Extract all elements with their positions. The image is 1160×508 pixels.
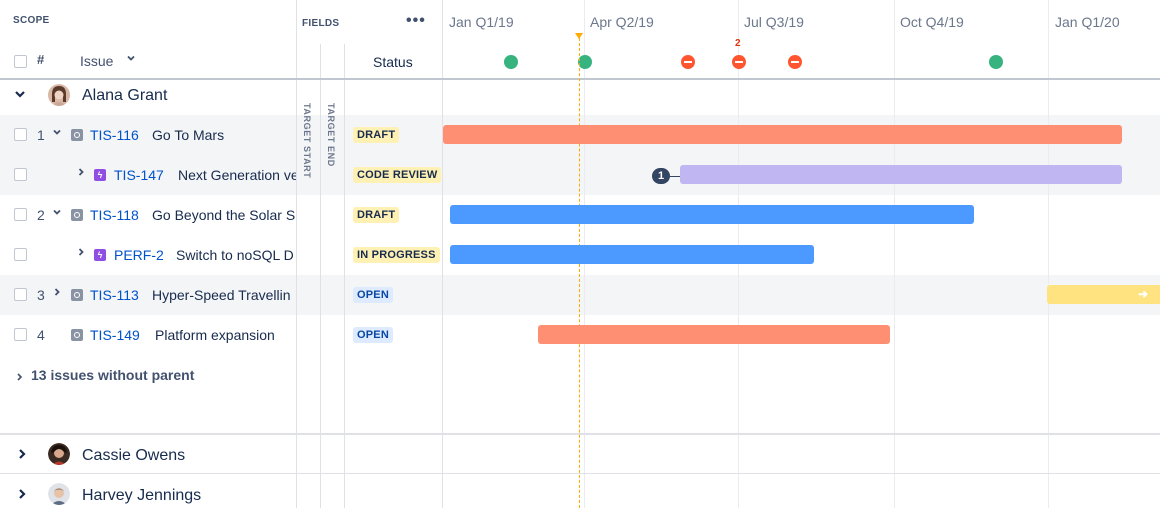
issue-key-link[interactable]: PERF-2 (114, 247, 164, 263)
issue-column-header[interactable]: Issue (80, 53, 114, 69)
chevron-right-icon[interactable] (16, 447, 28, 463)
avatar (48, 443, 70, 465)
subtask-icon: ϟ (94, 249, 106, 261)
row-checkbox[interactable] (14, 168, 27, 181)
chevron-down-icon[interactable] (52, 127, 62, 140)
story-icon (71, 209, 83, 221)
chevron-down-icon[interactable] (14, 87, 26, 103)
rank-column-header: # (37, 52, 45, 67)
release-overdue-icon[interactable] (681, 55, 695, 69)
group-name: Cassie Owens (82, 447, 186, 464)
release-done-icon[interactable] (989, 55, 1003, 69)
release-overdue-icon[interactable] (732, 55, 746, 69)
issue-title[interactable]: Hyper-Speed Travellin (152, 287, 291, 303)
chevron-right-icon[interactable] (16, 369, 24, 387)
status-lozenge[interactable]: IN PROGRESS (353, 247, 440, 263)
group-divider (0, 433, 1160, 435)
status-lozenge[interactable]: DRAFT (353, 207, 400, 223)
release-count-badge: 2 (735, 38, 741, 49)
row-number: 4 (37, 327, 45, 343)
arrow-right-icon[interactable]: ➜ (1138, 287, 1149, 301)
schedule-bar[interactable] (450, 205, 974, 224)
issue-title[interactable]: Next Generation ve (178, 167, 296, 183)
status-lozenge[interactable]: DRAFT (353, 127, 400, 143)
quarter-label: Jul Q3/19 (744, 14, 804, 30)
schedule-bar[interactable] (680, 165, 1122, 184)
dependency-count-badge[interactable]: 1 (652, 168, 670, 184)
row-checkbox[interactable] (14, 128, 27, 141)
chevron-right-icon[interactable] (76, 167, 86, 180)
header-divider (0, 78, 1160, 80)
release-overdue-icon[interactable] (788, 55, 802, 69)
issue-key-link[interactable]: TIS-113 (90, 287, 139, 303)
avatar (48, 483, 70, 505)
subtask-icon: ϟ (94, 169, 106, 181)
target-end-header[interactable]: TARGET END (326, 103, 336, 167)
release-done-icon[interactable] (504, 55, 518, 69)
select-all-checkbox[interactable] (14, 55, 27, 68)
schedule-bar[interactable] (450, 245, 814, 264)
status-lozenge[interactable]: OPEN (353, 327, 393, 343)
issue-title[interactable]: Platform expansion (155, 327, 275, 343)
more-options-button[interactable]: ••• (406, 12, 426, 29)
chevron-right-icon[interactable] (76, 247, 86, 260)
status-column-header[interactable]: Status (373, 54, 413, 70)
chevron-down-icon[interactable] (52, 207, 62, 220)
row-bg (0, 275, 1160, 315)
story-icon (71, 289, 83, 301)
schedule-bar[interactable] (443, 125, 1122, 144)
status-lozenge[interactable]: OPEN (353, 287, 393, 303)
quarter-label: Jan Q1/20 (1055, 14, 1120, 30)
row-checkbox[interactable] (14, 288, 27, 301)
story-icon (71, 329, 83, 341)
issue-key-link[interactable]: TIS-147 (114, 167, 164, 183)
chevron-right-icon[interactable] (16, 487, 28, 503)
issues-without-parent-link[interactable]: 13 issues without parent (31, 367, 195, 383)
status-lozenge[interactable]: CODE REVIEW (353, 167, 442, 183)
row-number: 3 (37, 287, 45, 303)
issue-key-link[interactable]: TIS-149 (90, 327, 140, 343)
chevron-right-icon[interactable] (52, 287, 62, 300)
quarter-gridline (1048, 0, 1049, 508)
release-done-icon[interactable] (578, 55, 592, 69)
issue-title[interactable]: Switch to noSQL D (176, 247, 294, 263)
quarter-label: Jan Q1/19 (449, 14, 514, 30)
quarter-label: Oct Q4/19 (900, 14, 964, 30)
row-number: 1 (37, 127, 45, 143)
story-icon (71, 129, 83, 141)
group-divider (0, 473, 1160, 474)
avatar (48, 84, 70, 106)
dependency-line (670, 176, 682, 177)
quarter-gridline (894, 0, 895, 508)
field-divider (344, 44, 345, 508)
issue-title[interactable]: Go To Mars (152, 127, 225, 143)
quarter-label: Apr Q2/19 (590, 14, 654, 30)
scope-divider[interactable] (296, 0, 297, 508)
target-start-header[interactable]: TARGET START (302, 103, 312, 179)
scope-label: SCOPE (13, 15, 50, 26)
today-line (579, 38, 580, 508)
chevron-down-icon[interactable] (126, 52, 136, 66)
issue-key-link[interactable]: TIS-118 (90, 207, 139, 223)
field-divider (320, 44, 321, 508)
timeline-divider (442, 0, 443, 508)
row-checkbox[interactable] (14, 328, 27, 341)
row-number: 2 (37, 207, 45, 223)
today-marker-icon (575, 33, 583, 39)
schedule-bar[interactable] (538, 325, 890, 344)
row-checkbox[interactable] (14, 208, 27, 221)
schedule-bar[interactable] (1047, 285, 1160, 304)
group-name: Alana Grant (82, 87, 168, 104)
group-name: Harvey Jennings (82, 487, 202, 504)
issue-key-link[interactable]: TIS-116 (90, 127, 139, 143)
issue-title[interactable]: Go Beyond the Solar S (152, 207, 296, 223)
row-checkbox[interactable] (14, 248, 27, 261)
fields-label: FIELDS (302, 18, 340, 29)
